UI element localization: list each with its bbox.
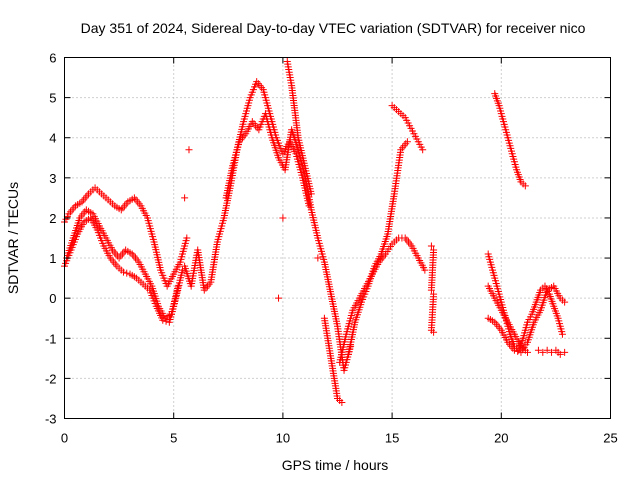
data-point xyxy=(543,346,551,354)
data-point xyxy=(178,266,186,274)
data-point xyxy=(183,234,191,242)
data-points xyxy=(61,58,569,406)
plot-frame xyxy=(64,57,611,419)
x-tick-label: 20 xyxy=(494,431,508,446)
data-point xyxy=(514,347,522,355)
grid xyxy=(64,57,611,419)
y-tick-label: -2 xyxy=(45,371,57,386)
x-tick-label: 15 xyxy=(385,431,399,446)
data-point xyxy=(119,268,127,276)
y-tick-label: 1 xyxy=(49,251,56,266)
data-point xyxy=(419,146,427,154)
data-point xyxy=(561,298,569,306)
data-point xyxy=(162,317,170,325)
data-point xyxy=(338,398,346,406)
data-point xyxy=(510,346,518,354)
data-point xyxy=(524,348,532,356)
y-tick-label: 6 xyxy=(49,51,56,66)
data-point xyxy=(430,328,438,336)
data-point xyxy=(305,202,313,210)
data-point xyxy=(159,316,167,324)
y-axis-label: SDTVAR / TECUs xyxy=(5,182,21,294)
x-tick-label: 10 xyxy=(276,431,290,446)
data-point xyxy=(556,350,564,358)
data-point xyxy=(558,330,566,338)
data-point xyxy=(427,286,435,294)
y-tick-label: 2 xyxy=(49,211,56,226)
data-point xyxy=(123,269,131,277)
chart-title: Day 351 of 2024, Sidereal Day-to-day VTE… xyxy=(81,20,586,36)
data-point xyxy=(521,182,529,190)
data-point xyxy=(548,348,556,356)
y-tick-label: -1 xyxy=(45,331,57,346)
data-point xyxy=(561,348,569,356)
x-axis-label: GPS time / hours xyxy=(282,457,389,473)
x-tick-label: 5 xyxy=(170,431,177,446)
data-point xyxy=(279,214,287,222)
data-point xyxy=(275,294,283,302)
data-point xyxy=(534,346,542,354)
data-point xyxy=(539,348,547,356)
data-point xyxy=(403,138,411,146)
y-tick-label: 0 xyxy=(49,291,56,306)
y-tick-label: -3 xyxy=(45,412,57,427)
y-tick-label: 3 xyxy=(49,171,56,186)
y-tick-label: 5 xyxy=(49,91,56,106)
x-tick-label: 25 xyxy=(603,431,617,446)
x-tick-label: 0 xyxy=(61,431,68,446)
data-point xyxy=(185,146,193,154)
data-point xyxy=(421,266,429,274)
data-point xyxy=(307,190,315,198)
axis-ticks: 0 5 10 15 20 25 -3 -2 -1 0 1 2 3 4 5 6 xyxy=(45,51,618,446)
y-tick-label: 4 xyxy=(49,131,56,146)
data-point xyxy=(427,242,435,250)
data-point xyxy=(181,194,189,202)
data-point xyxy=(314,254,322,262)
